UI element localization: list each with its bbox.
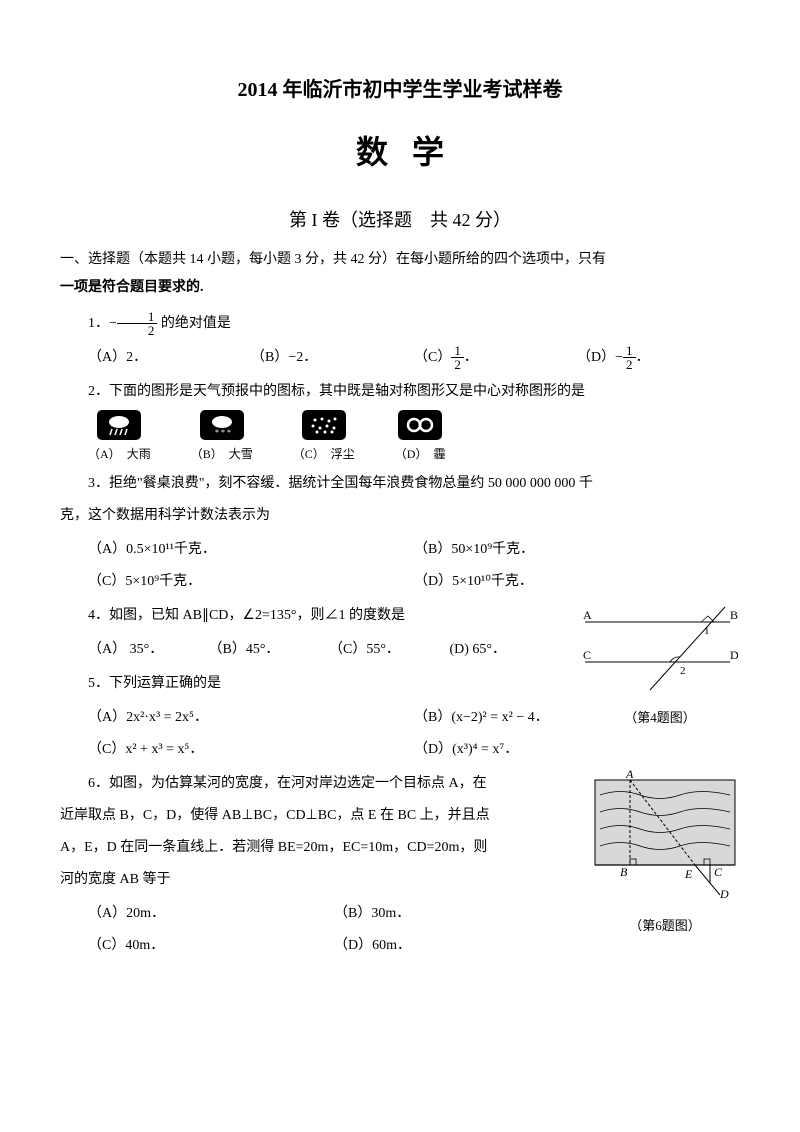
q1-options: （A）2． （B）−2． （C）12． （D）−12．: [88, 342, 740, 374]
q4-opt-b: （B）45°．: [209, 634, 330, 666]
q6-opt-c: （C）40m．: [88, 930, 334, 962]
q1-opt-b: （B）−2．: [251, 342, 414, 374]
question-2: 2．下面的图形是天气预报中的图标，其中既是轴对称图形又是中心对称图形的是 （A）…: [60, 378, 740, 466]
heavy-rain-icon: [97, 410, 141, 440]
exam-page: 2014 年临沂市初中学生学业考试样卷 数学 第 I 卷（选择题 共 42 分）…: [0, 0, 800, 1002]
q5-opt-c: （C）x² + x³ = x⁵．: [88, 734, 414, 766]
svg-text:A: A: [625, 770, 634, 781]
svg-text:B: B: [730, 608, 738, 622]
fraction-half: 12: [623, 344, 636, 371]
instruction-line1: 一、选择题（本题共 14 小题，每小题 3 分，共 42 分）在每小题所给的四个…: [60, 252, 606, 267]
haze-icon: [398, 410, 442, 440]
q6-line4: 河的宽度 AB 等于: [60, 866, 580, 894]
q6-line3: A，E，D 在同一条直线上．若测得 BE=20m，EC=10m，CD=20m，则: [60, 834, 580, 862]
q6-opt-d: （D）60m．: [334, 930, 580, 962]
svg-text:D: D: [719, 887, 729, 900]
q3-opt-c: （C）5×10⁹千克．: [88, 566, 414, 598]
q6-fig-caption: （第6题图）: [590, 913, 740, 939]
q2-opt-b: *** （B） 大雪: [191, 410, 253, 466]
q1-stem: 1．−12 的绝对值是: [60, 310, 740, 338]
fraction-half: 12: [451, 344, 464, 371]
question-3: 3．拒绝"餐桌浪费"，刻不容缓．据统计全国每年浪费食物总量约 50 000 00…: [60, 470, 740, 598]
q4-opt-a: （A） 35°．: [88, 634, 209, 666]
q6-opt-b: （B）30m．: [334, 898, 580, 930]
q6-line1: 6．如图，为估算某河的宽度，在河对岸边选定一个目标点 A，在: [60, 770, 580, 798]
svg-text:A: A: [583, 608, 592, 622]
svg-text:B: B: [620, 865, 628, 879]
question-5: 5．下列运算正确的是 （A）2x²·x³ = 2x⁵． （B）(x−2)² = …: [60, 670, 740, 766]
q1-opt-c: （C）12．: [414, 342, 577, 374]
q3-opt-a: （A）0.5×10¹¹千克．: [88, 534, 414, 566]
page-title: 2014 年临沂市初中学生学业考试样卷: [60, 70, 740, 110]
q2-options: （A） 大雨 *** （B） 大雪 （C） 浮尘 （D） 霾: [88, 410, 740, 466]
q4-stem: 4．如图，已知 AB∥CD，∠2=135°，则∠1 的度数是: [60, 602, 570, 630]
dust-icon: [302, 410, 346, 440]
river-width-diagram: A B E C D: [590, 770, 740, 900]
q1-opt-d: （D）−12．: [577, 342, 740, 374]
q5-opt-d: （D）(x³)⁴ = x⁷．: [414, 734, 740, 766]
q6-options: （A）20m． （B）30m． （C）40m． （D）60m．: [88, 898, 580, 962]
svg-text:C: C: [714, 865, 723, 879]
q3-opt-b: （B）50×10⁹千克．: [414, 534, 740, 566]
q6-line2: 近岸取点 B，C，D，使得 AB⊥BC，CD⊥BC，点 E 在 BC 上，并且点: [60, 802, 580, 830]
q2-opt-d: （D） 霾: [395, 410, 446, 466]
fraction-half: 12: [117, 310, 158, 337]
svg-text:E: E: [684, 867, 693, 881]
subject-title: 数学: [60, 120, 740, 184]
heavy-snow-icon: ***: [200, 410, 244, 440]
q2-opt-c: （C） 浮尘: [293, 410, 355, 466]
q3-line1: 3．拒绝"餐桌浪费"，刻不容缓．据统计全国每年浪费食物总量约 50 000 00…: [60, 470, 740, 498]
question-4: A B C D 1 2 （第4题图） 4．如图，已知 AB∥CD，∠2=135°…: [60, 602, 740, 666]
q3-line2: 克，这个数据用科学计数法表示为: [60, 502, 740, 530]
q6-figure: A B E C D （第6题图）: [590, 770, 740, 939]
svg-text:C: C: [583, 648, 591, 662]
question-1: 1．−12 的绝对值是 （A）2． （B）−2． （C）12． （D）−12．: [60, 310, 740, 374]
q3-opt-d: （D）5×10¹⁰千克．: [414, 566, 740, 598]
section-title: 第 I 卷（选择题 共 42 分）: [60, 202, 740, 238]
q2-opt-a: （A） 大雨: [88, 410, 151, 466]
q4-options: （A） 35°． （B）45°． （C）55°． (D) 65°．: [88, 634, 570, 666]
svg-text:1: 1: [704, 625, 710, 637]
q4-opt-d: (D) 65°．: [450, 634, 571, 666]
q5-opt-b: （B）(x−2)² = x² − 4．: [414, 702, 740, 734]
svg-text:*: *: [215, 428, 219, 436]
q2-stem: 2．下面的图形是天气预报中的图标，其中既是轴对称图形又是中心对称图形的是: [60, 378, 740, 406]
instruction-line2: 一项是符合题目要求的.: [60, 280, 204, 295]
q5-opt-a: （A）2x²·x³ = 2x⁵．: [88, 702, 414, 734]
svg-text:*: *: [227, 428, 231, 436]
q6-opt-a: （A）20m．: [88, 898, 334, 930]
q3-options: （A）0.5×10¹¹千克． （B）50×10⁹千克． （C）5×10⁹千克． …: [88, 534, 740, 598]
q1-opt-a: （A）2．: [88, 342, 251, 374]
svg-text:*: *: [221, 428, 225, 436]
q1-stem-pre: 1．−: [88, 316, 117, 331]
q5-options: （A）2x²·x³ = 2x⁵． （B）(x−2)² = x² − 4． （C）…: [88, 702, 740, 766]
section-instruction: 一、选择题（本题共 14 小题，每小题 3 分，共 42 分）在每小题所给的四个…: [60, 246, 740, 302]
q5-stem: 5．下列运算正确的是: [60, 670, 740, 698]
q1-stem-post: 的绝对值是: [157, 316, 231, 331]
svg-text:D: D: [730, 648, 739, 662]
question-6: A B E C D （第6题图） 6．如图，为估算某河的宽度，在河对岸边选定一个…: [60, 770, 740, 962]
q4-opt-c: （C）55°．: [329, 634, 450, 666]
